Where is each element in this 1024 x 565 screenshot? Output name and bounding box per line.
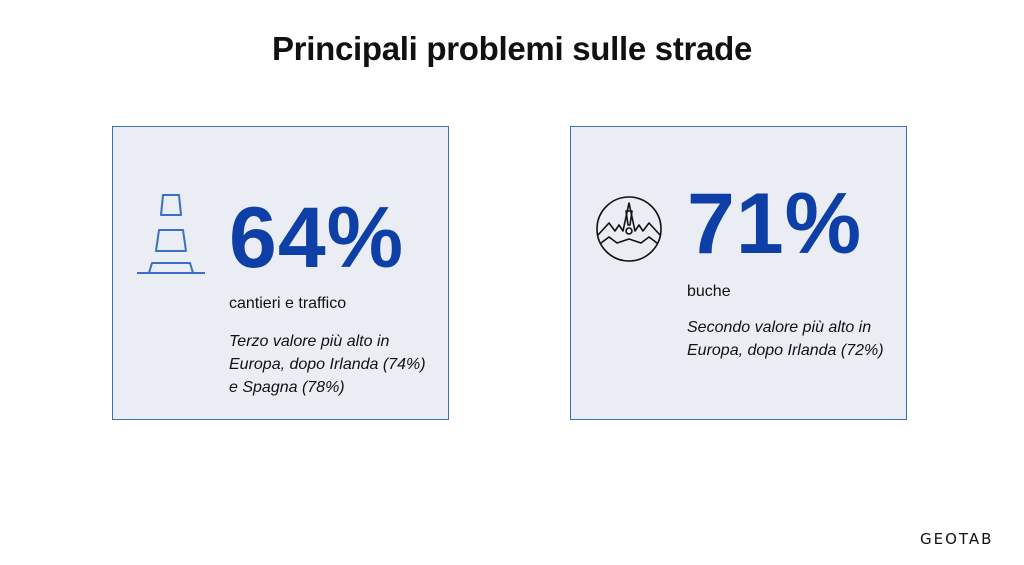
- stat-label: buche: [687, 283, 731, 300]
- stat-note: Terzo valore più alto in Europa, dopo Ir…: [229, 330, 426, 399]
- note-line: Europa, dopo Irlanda (74%): [229, 356, 426, 373]
- stat-value: 71%: [687, 176, 863, 272]
- stat-note: Secondo valore più alto in Europa, dopo …: [687, 316, 884, 362]
- page-title: Principali problemi sulle strade: [271, 30, 753, 67]
- traffic-cone-icon: [137, 194, 205, 274]
- stat-label: cantieri e traffico: [229, 295, 347, 312]
- note-line: Europa, dopo Irlanda (72%): [687, 342, 884, 359]
- stat-value: 64%: [229, 190, 405, 286]
- note-line: Secondo valore più alto in: [687, 319, 872, 336]
- note-line: e Spagna (78%): [229, 379, 345, 396]
- note-line: Terzo valore più alto in: [229, 333, 390, 350]
- stat-card-roadworks: 64% cantieri e traffico Terzo valore più…: [112, 126, 449, 420]
- pothole-icon: [596, 196, 662, 262]
- stat-card-potholes: 71% buche Secondo valore più alto in Eur…: [570, 126, 907, 420]
- geotab-logo: GEOTAB: [920, 530, 994, 548]
